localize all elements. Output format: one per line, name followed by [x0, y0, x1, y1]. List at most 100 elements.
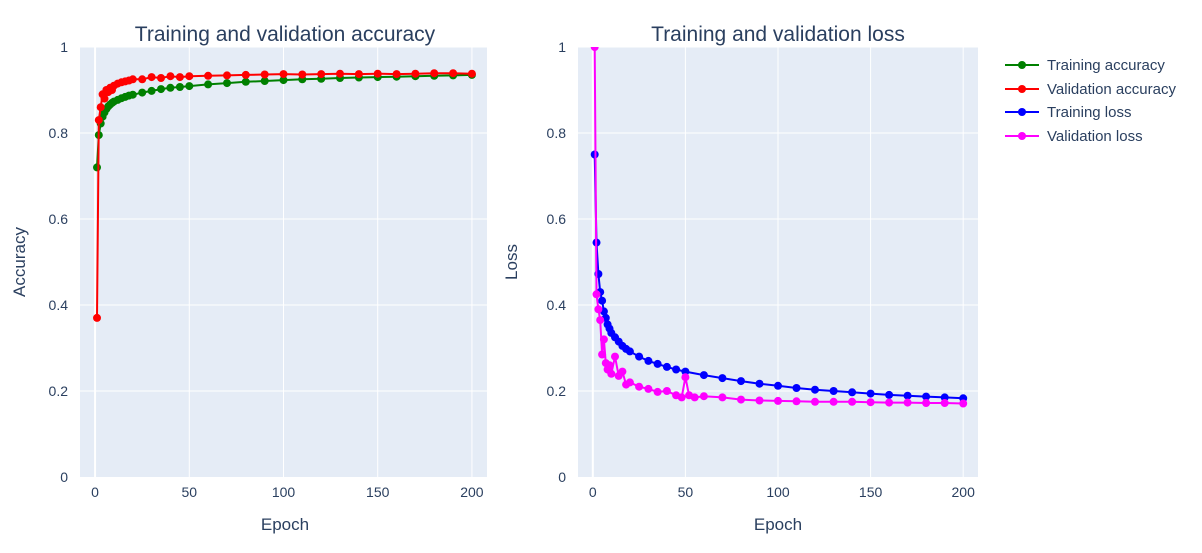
loss-y-tick-label: 0.8	[547, 125, 567, 141]
point-validation-accuracy	[467, 69, 476, 78]
point-validation-loss	[959, 399, 968, 408]
point-validation-accuracy	[241, 70, 250, 79]
point-validation-loss	[618, 367, 627, 376]
series-validation-loss	[590, 47, 968, 408]
point-validation-accuracy	[94, 116, 103, 125]
point-validation-loss	[677, 393, 686, 402]
legend-marker-training-accuracy	[1018, 61, 1026, 69]
point-validation-accuracy	[354, 70, 363, 79]
legend: Training accuracy Validation accuracy Tr…	[1005, 57, 1176, 145]
loss-y-tick-label: 0.2	[547, 383, 567, 399]
accuracy-ylabel: Accuracy	[10, 227, 29, 297]
loss-y-tick-label: 1	[558, 39, 566, 55]
point-validation-loss	[607, 369, 616, 378]
accuracy-x-tick-label: 200	[460, 484, 484, 500]
point-validation-loss	[792, 397, 801, 406]
point-training-accuracy	[175, 83, 184, 91]
point-validation-accuracy	[204, 71, 213, 80]
point-validation-accuracy	[175, 73, 184, 82]
point-validation-accuracy	[373, 69, 382, 78]
accuracy-y-tick-label: 0.6	[49, 211, 69, 227]
legend-item-training-loss[interactable]: Training loss	[1005, 104, 1131, 121]
point-validation-loss	[592, 290, 601, 299]
loss-xlabel: Epoch	[754, 515, 802, 534]
accuracy-y-tick-label: 0.8	[49, 125, 69, 141]
point-validation-loss	[590, 47, 599, 51]
point-validation-loss	[598, 350, 607, 359]
accuracy-x-tick-label: 150	[366, 484, 390, 500]
point-validation-accuracy	[411, 69, 420, 78]
point-training-loss	[885, 390, 894, 399]
point-training-loss	[672, 365, 681, 374]
point-validation-loss	[653, 387, 662, 396]
point-validation-loss	[940, 399, 949, 407]
point-validation-loss	[635, 382, 644, 391]
point-training-accuracy	[166, 83, 175, 92]
loss-y-tick-label: 0	[558, 469, 566, 485]
accuracy-y-tick-label: 0.4	[49, 297, 69, 313]
legend-marker-validation-loss	[1018, 132, 1026, 140]
point-training-accuracy	[185, 82, 194, 91]
point-validation-loss	[866, 398, 875, 407]
loss-y-tick-label: 0.6	[547, 211, 567, 227]
point-validation-loss	[596, 316, 605, 325]
point-training-loss	[635, 352, 644, 361]
point-training-accuracy	[241, 77, 250, 86]
accuracy-x-tick-label: 0	[91, 484, 99, 500]
point-validation-loss	[811, 397, 819, 406]
point-training-loss	[829, 387, 838, 395]
point-validation-loss	[737, 395, 745, 404]
point-validation-loss	[774, 396, 782, 405]
point-training-loss	[699, 371, 708, 380]
point-training-loss	[811, 385, 819, 394]
point-training-loss	[681, 367, 690, 376]
point-training-accuracy	[128, 90, 137, 99]
accuracy-plot: 0 50 100 150 200 0 0.2 0.4 0.6 0.8 1 Training and …	[10, 23, 487, 534]
series-training-loss	[590, 150, 968, 403]
accuracy-x-tick-label: 100	[272, 484, 296, 500]
point-validation-loss	[922, 399, 931, 407]
point-training-accuracy	[93, 163, 101, 172]
point-training-accuracy	[279, 76, 288, 85]
legend-marker-validation-accuracy	[1018, 85, 1026, 93]
point-validation-loss	[611, 352, 619, 361]
point-validation-loss	[690, 393, 699, 402]
point-training-loss	[848, 388, 857, 397]
point-validation-loss	[605, 361, 614, 370]
point-validation-accuracy	[298, 70, 307, 79]
legend-item-validation-accuracy[interactable]: Validation accuracy	[1005, 81, 1176, 98]
point-validation-accuracy	[223, 71, 231, 80]
point-validation-loss	[755, 396, 764, 405]
point-validation-accuracy	[392, 70, 401, 79]
point-validation-accuracy	[138, 75, 147, 84]
point-validation-loss	[644, 384, 653, 393]
legend-label-validation-loss: Validation loss	[1047, 128, 1143, 145]
point-validation-accuracy	[96, 103, 105, 112]
point-training-loss	[903, 391, 912, 400]
series-validation-accuracy	[93, 69, 476, 322]
accuracy-y-tick-label: 0.2	[49, 383, 69, 399]
point-validation-accuracy	[157, 74, 165, 82]
legend-item-training-accuracy[interactable]: Training accuracy	[1005, 57, 1165, 74]
loss-ticks: 0 50 100 150 200 0 0.2 0.4 0.6 0.8 1	[547, 39, 976, 500]
point-validation-accuracy	[128, 75, 137, 84]
point-validation-accuracy	[279, 70, 288, 79]
point-training-loss	[922, 392, 931, 401]
accuracy-y-tick-label: 1	[60, 39, 68, 55]
point-training-accuracy	[223, 79, 231, 88]
loss-x-tick-label: 50	[678, 484, 694, 500]
point-validation-loss	[718, 393, 727, 402]
point-validation-accuracy	[449, 69, 458, 78]
accuracy-xlabel: Epoch	[261, 515, 309, 534]
legend-label-training-loss: Training loss	[1047, 104, 1131, 121]
point-training-loss	[866, 389, 875, 398]
point-validation-accuracy	[317, 70, 326, 79]
loss-y-tick-label: 0.4	[547, 297, 567, 313]
legend-item-validation-loss[interactable]: Validation loss	[1005, 128, 1143, 145]
point-validation-accuracy	[166, 72, 175, 81]
loss-x-tick-label: 150	[859, 484, 883, 500]
legend-label-validation-accuracy: Validation accuracy	[1047, 81, 1176, 98]
point-validation-loss	[681, 373, 690, 382]
point-training-accuracy	[138, 88, 147, 97]
